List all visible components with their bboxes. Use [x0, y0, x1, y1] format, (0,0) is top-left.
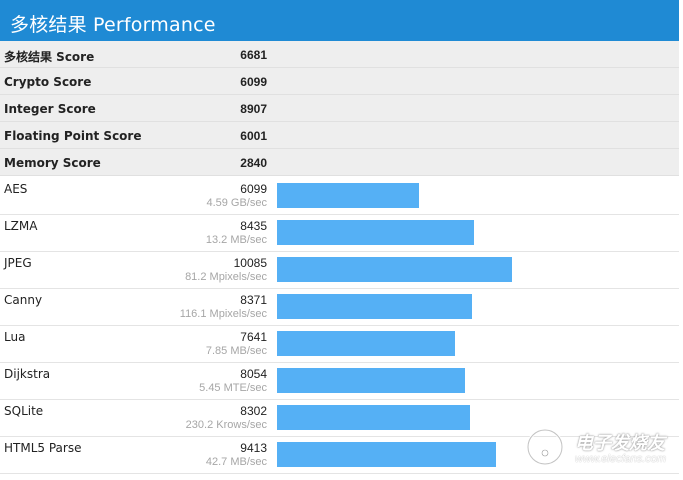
benchmark-score: 10085: [233, 256, 267, 270]
score-row: Floating Point Score 6001: [0, 122, 679, 149]
benchmark-bar: [277, 442, 496, 467]
benchmark-bar: [277, 183, 419, 208]
benchmark-row: Canny 8371 116.1 Mpixels/sec: [0, 289, 679, 326]
score-label: Floating Point Score: [4, 129, 142, 143]
score-label: 多核结果 Score: [4, 50, 95, 64]
benchmark-name: AES: [4, 182, 28, 196]
benchmark-name: HTML5 Parse: [4, 441, 82, 455]
benchmark-rate: 5.45 MTE/sec: [199, 382, 267, 394]
benchmark-bar: [277, 294, 472, 319]
score-value: 8907: [240, 102, 267, 116]
benchmark-score: 6099: [240, 182, 267, 196]
benchmark-score: 8054: [240, 367, 267, 381]
score-summary-table: 多核结果 Score 6681 Crypto Score 6099 Intege…: [0, 41, 679, 176]
benchmark-row: JPEG 10085 81.2 Mpixels/sec: [0, 252, 679, 289]
benchmark-score: 9413: [240, 441, 267, 455]
page-header: 多核结果 Performance: [0, 0, 679, 41]
score-value: 2840: [240, 156, 267, 170]
benchmark-name: Canny: [4, 293, 43, 307]
watermark-text: 电子发烧友: [575, 433, 665, 454]
benchmark-rate: 4.59 GB/sec: [206, 197, 267, 209]
score-value: 6001: [240, 129, 267, 143]
benchmark-score: 8302: [240, 404, 267, 418]
benchmark-row: SQLite 8302 230.2 Krows/sec: [0, 400, 679, 437]
score-row: Integer Score 8907: [0, 95, 679, 122]
watermark: 电子发烧友 www.elecfans.com: [525, 425, 675, 473]
benchmark-bar: [277, 368, 465, 393]
benchmark-bar: [277, 257, 512, 282]
benchmark-score: 8371: [240, 293, 267, 307]
benchmark-rate: 42.7 MB/sec: [205, 456, 267, 468]
watermark-url: www.elecfans.com: [575, 453, 667, 465]
score-label: Memory Score: [4, 156, 101, 170]
benchmark-rate: 7.85 MB/sec: [205, 345, 267, 357]
benchmark-bar: [277, 405, 470, 430]
score-row: Memory Score 2840: [0, 149, 679, 176]
score-value: 6099: [240, 75, 267, 89]
benchmark-bar: [277, 220, 474, 245]
score-value: 6681: [240, 48, 267, 62]
benchmark-table: AES 6099 4.59 GB/sec LZMA 8435 13.2 MB/s…: [0, 178, 679, 474]
benchmark-row: LZMA 8435 13.2 MB/sec: [0, 215, 679, 252]
benchmark-rate: 81.2 Mpixels/sec: [185, 271, 267, 283]
score-label: Integer Score: [4, 102, 96, 116]
benchmark-row: Lua 7641 7.85 MB/sec: [0, 326, 679, 363]
benchmark-name: Dijkstra: [4, 367, 51, 381]
benchmark-rate: 230.2 Krows/sec: [185, 419, 267, 431]
benchmark-score: 8435: [240, 219, 267, 233]
benchmark-row: Dijkstra 8054 5.45 MTE/sec: [0, 363, 679, 400]
page-title: 多核结果 Performance: [10, 14, 216, 36]
benchmark-row: AES 6099 4.59 GB/sec: [0, 178, 679, 215]
benchmark-rate: 13.2 MB/sec: [205, 234, 267, 246]
benchmark-name: Lua: [4, 330, 26, 344]
elecfans-logo-icon: [526, 428, 564, 466]
score-row: 多核结果 Score 6681: [0, 41, 679, 68]
benchmark-name: JPEG: [4, 256, 32, 270]
benchmark-name: SQLite: [4, 404, 44, 418]
benchmark-rate: 116.1 Mpixels/sec: [179, 308, 267, 320]
score-label: Crypto Score: [4, 75, 92, 89]
score-row: Crypto Score 6099: [0, 68, 679, 95]
benchmark-score: 7641: [240, 330, 267, 344]
benchmark-row: HTML5 Parse 9413 42.7 MB/sec: [0, 437, 679, 474]
benchmark-name: LZMA: [4, 219, 38, 233]
benchmark-bar: [277, 331, 455, 356]
